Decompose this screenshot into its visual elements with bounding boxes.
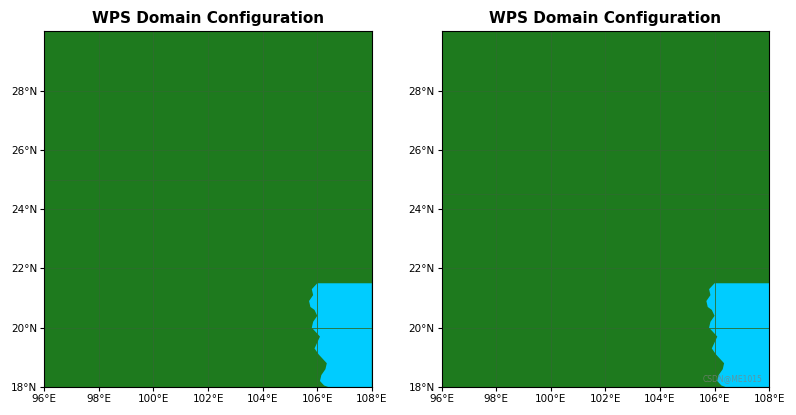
Polygon shape xyxy=(309,283,372,387)
Title: WPS Domain Configuration: WPS Domain Configuration xyxy=(92,11,324,26)
Text: CSDN@ME1015: CSDN@ME1015 xyxy=(703,374,763,383)
Polygon shape xyxy=(706,283,769,387)
Title: WPS Domain Configuration: WPS Domain Configuration xyxy=(490,11,721,26)
